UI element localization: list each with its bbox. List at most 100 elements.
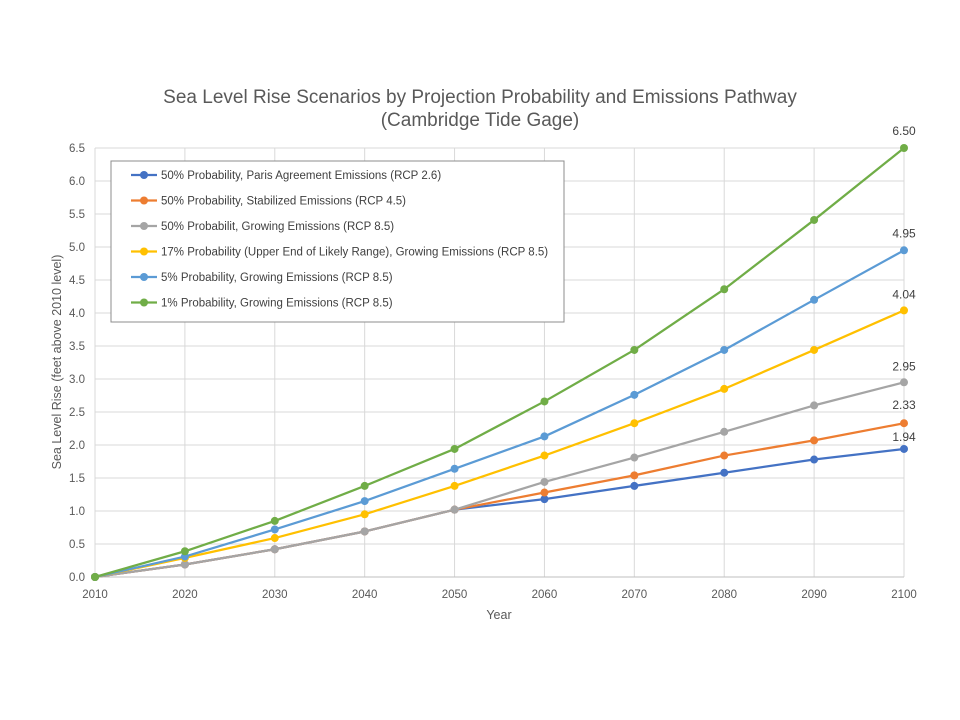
legend-swatch-marker — [140, 171, 148, 179]
legend-box — [110, 160, 565, 323]
legend-label: 17% Probability (Upper End of Likely Ran… — [161, 247, 548, 259]
data-point — [270, 545, 279, 554]
data-point — [810, 401, 819, 410]
x-tick-label: 2050 — [442, 589, 468, 601]
data-point — [540, 432, 549, 441]
series-6 — [91, 144, 908, 581]
data-point — [450, 505, 459, 514]
legend-item: 17% Probability (Upper End of Likely Ran… — [131, 247, 548, 259]
data-point — [720, 384, 729, 393]
chart-subtitle: (Cambridge Tide Gage) — [381, 110, 580, 131]
legend-item: 50% Probabilit, Growing Emissions (RCP 8… — [131, 221, 394, 233]
series-line — [94, 447, 905, 579]
data-point — [540, 451, 549, 460]
y-tick-label: 3.5 — [69, 341, 85, 353]
axes: 0.0 0.5 1.0 1.5 2.0 2.5 3.0 3.5 4.0 4.5 5.0 5.5 6.0 6… — [69, 143, 917, 601]
end-value-label: 4.04 — [892, 287, 916, 301]
x-tick-label: 2040 — [352, 589, 378, 601]
data-point — [450, 481, 459, 490]
legend-label: 50% Probability, Stabilized Emissions (R… — [161, 196, 406, 208]
legend-swatch-marker — [140, 196, 148, 205]
data-point — [810, 455, 819, 464]
data-point — [630, 390, 639, 399]
data-point — [900, 419, 908, 428]
series-2 — [91, 419, 908, 581]
legend-swatch-marker — [140, 273, 148, 281]
x-tick-label: 2010 — [82, 589, 108, 601]
x-tick-label: 2100 — [891, 589, 917, 601]
y-tick-label: 6.5 — [69, 143, 85, 155]
legend-swatch-marker — [140, 222, 148, 230]
end-value-label: 2.33 — [892, 398, 916, 412]
y-tick-label: 5.0 — [69, 242, 85, 254]
data-point — [900, 246, 908, 255]
y-tick-label: 1.0 — [69, 506, 85, 518]
data-point — [810, 345, 819, 354]
data-point — [540, 477, 549, 486]
data-point — [900, 144, 908, 152]
data-point — [720, 468, 729, 477]
end-value-label: 2.95 — [892, 359, 916, 373]
data-point — [630, 419, 639, 428]
series-line — [94, 249, 905, 579]
x-tick-label: 2030 — [262, 589, 288, 601]
x-tick-label: 2080 — [711, 589, 737, 601]
data-point — [810, 436, 819, 445]
legend-label: 50% Probabilit, Growing Emissions (RCP 8… — [161, 221, 394, 233]
series-layer — [91, 144, 908, 581]
legend-item: 50% Probability, Stabilized Emissions (R… — [131, 196, 406, 208]
series-4 — [91, 306, 908, 581]
data-point — [630, 471, 639, 480]
data-point — [630, 345, 639, 354]
data-point — [720, 345, 729, 354]
y-tick-label: 6.0 — [69, 176, 85, 188]
data-point — [540, 488, 549, 497]
data-point — [540, 495, 549, 504]
y-tick-label: 0.5 — [69, 539, 85, 551]
legend-swatch-marker — [140, 247, 148, 256]
legend-label: 1% Probability, Growing Emissions (RCP 8… — [161, 298, 393, 310]
data-point — [270, 534, 279, 543]
y-tick-label: 4.0 — [69, 308, 85, 320]
data-point — [360, 510, 369, 519]
data-labels: 1.94 2.33 2.95 4.04 4.95 6.50 — [892, 124, 916, 444]
x-tick-label: 2060 — [532, 589, 558, 601]
data-point — [540, 397, 549, 406]
data-point — [810, 215, 819, 224]
y-tick-label: 2.5 — [69, 407, 85, 419]
legend: 50% Probability, Paris Agreement Emissio… — [110, 160, 565, 323]
data-point — [900, 306, 908, 315]
y-tick-label: 2.0 — [69, 440, 85, 452]
y-tick-label: 0.0 — [69, 572, 85, 584]
y-tick-label: 4.5 — [69, 275, 85, 287]
series-line — [94, 309, 905, 579]
data-point — [630, 453, 639, 462]
data-point — [900, 444, 908, 453]
data-point — [720, 451, 729, 460]
x-axis-label: Year — [486, 608, 511, 622]
x-tick-label: 2020 — [172, 589, 198, 601]
y-axis-label: Sea Level Rise (feet above 2010 level) — [50, 255, 64, 470]
series-line — [94, 381, 905, 579]
series-line — [94, 422, 905, 579]
legend-swatch-marker — [140, 298, 148, 307]
data-point — [270, 525, 279, 534]
legend-label: 5% Probability, Growing Emissions (RCP 8… — [161, 272, 393, 284]
data-point — [450, 464, 459, 473]
end-value-label: 4.95 — [892, 226, 916, 240]
data-point — [180, 560, 189, 569]
y-tick-label: 5.5 — [69, 209, 85, 221]
data-point — [91, 573, 99, 581]
data-point — [720, 285, 729, 294]
y-tick-label: 1.5 — [69, 473, 85, 485]
data-point — [360, 527, 369, 536]
legend-label: 50% Probability, Paris Agreement Emissio… — [161, 170, 441, 182]
data-point — [630, 481, 639, 490]
data-point — [180, 547, 189, 556]
data-point — [360, 481, 369, 490]
data-point — [810, 295, 819, 304]
series-line — [94, 147, 905, 579]
y-tick-label: 3.0 — [69, 374, 85, 386]
legend-item: 1% Probability, Growing Emissions (RCP 8… — [131, 298, 393, 310]
